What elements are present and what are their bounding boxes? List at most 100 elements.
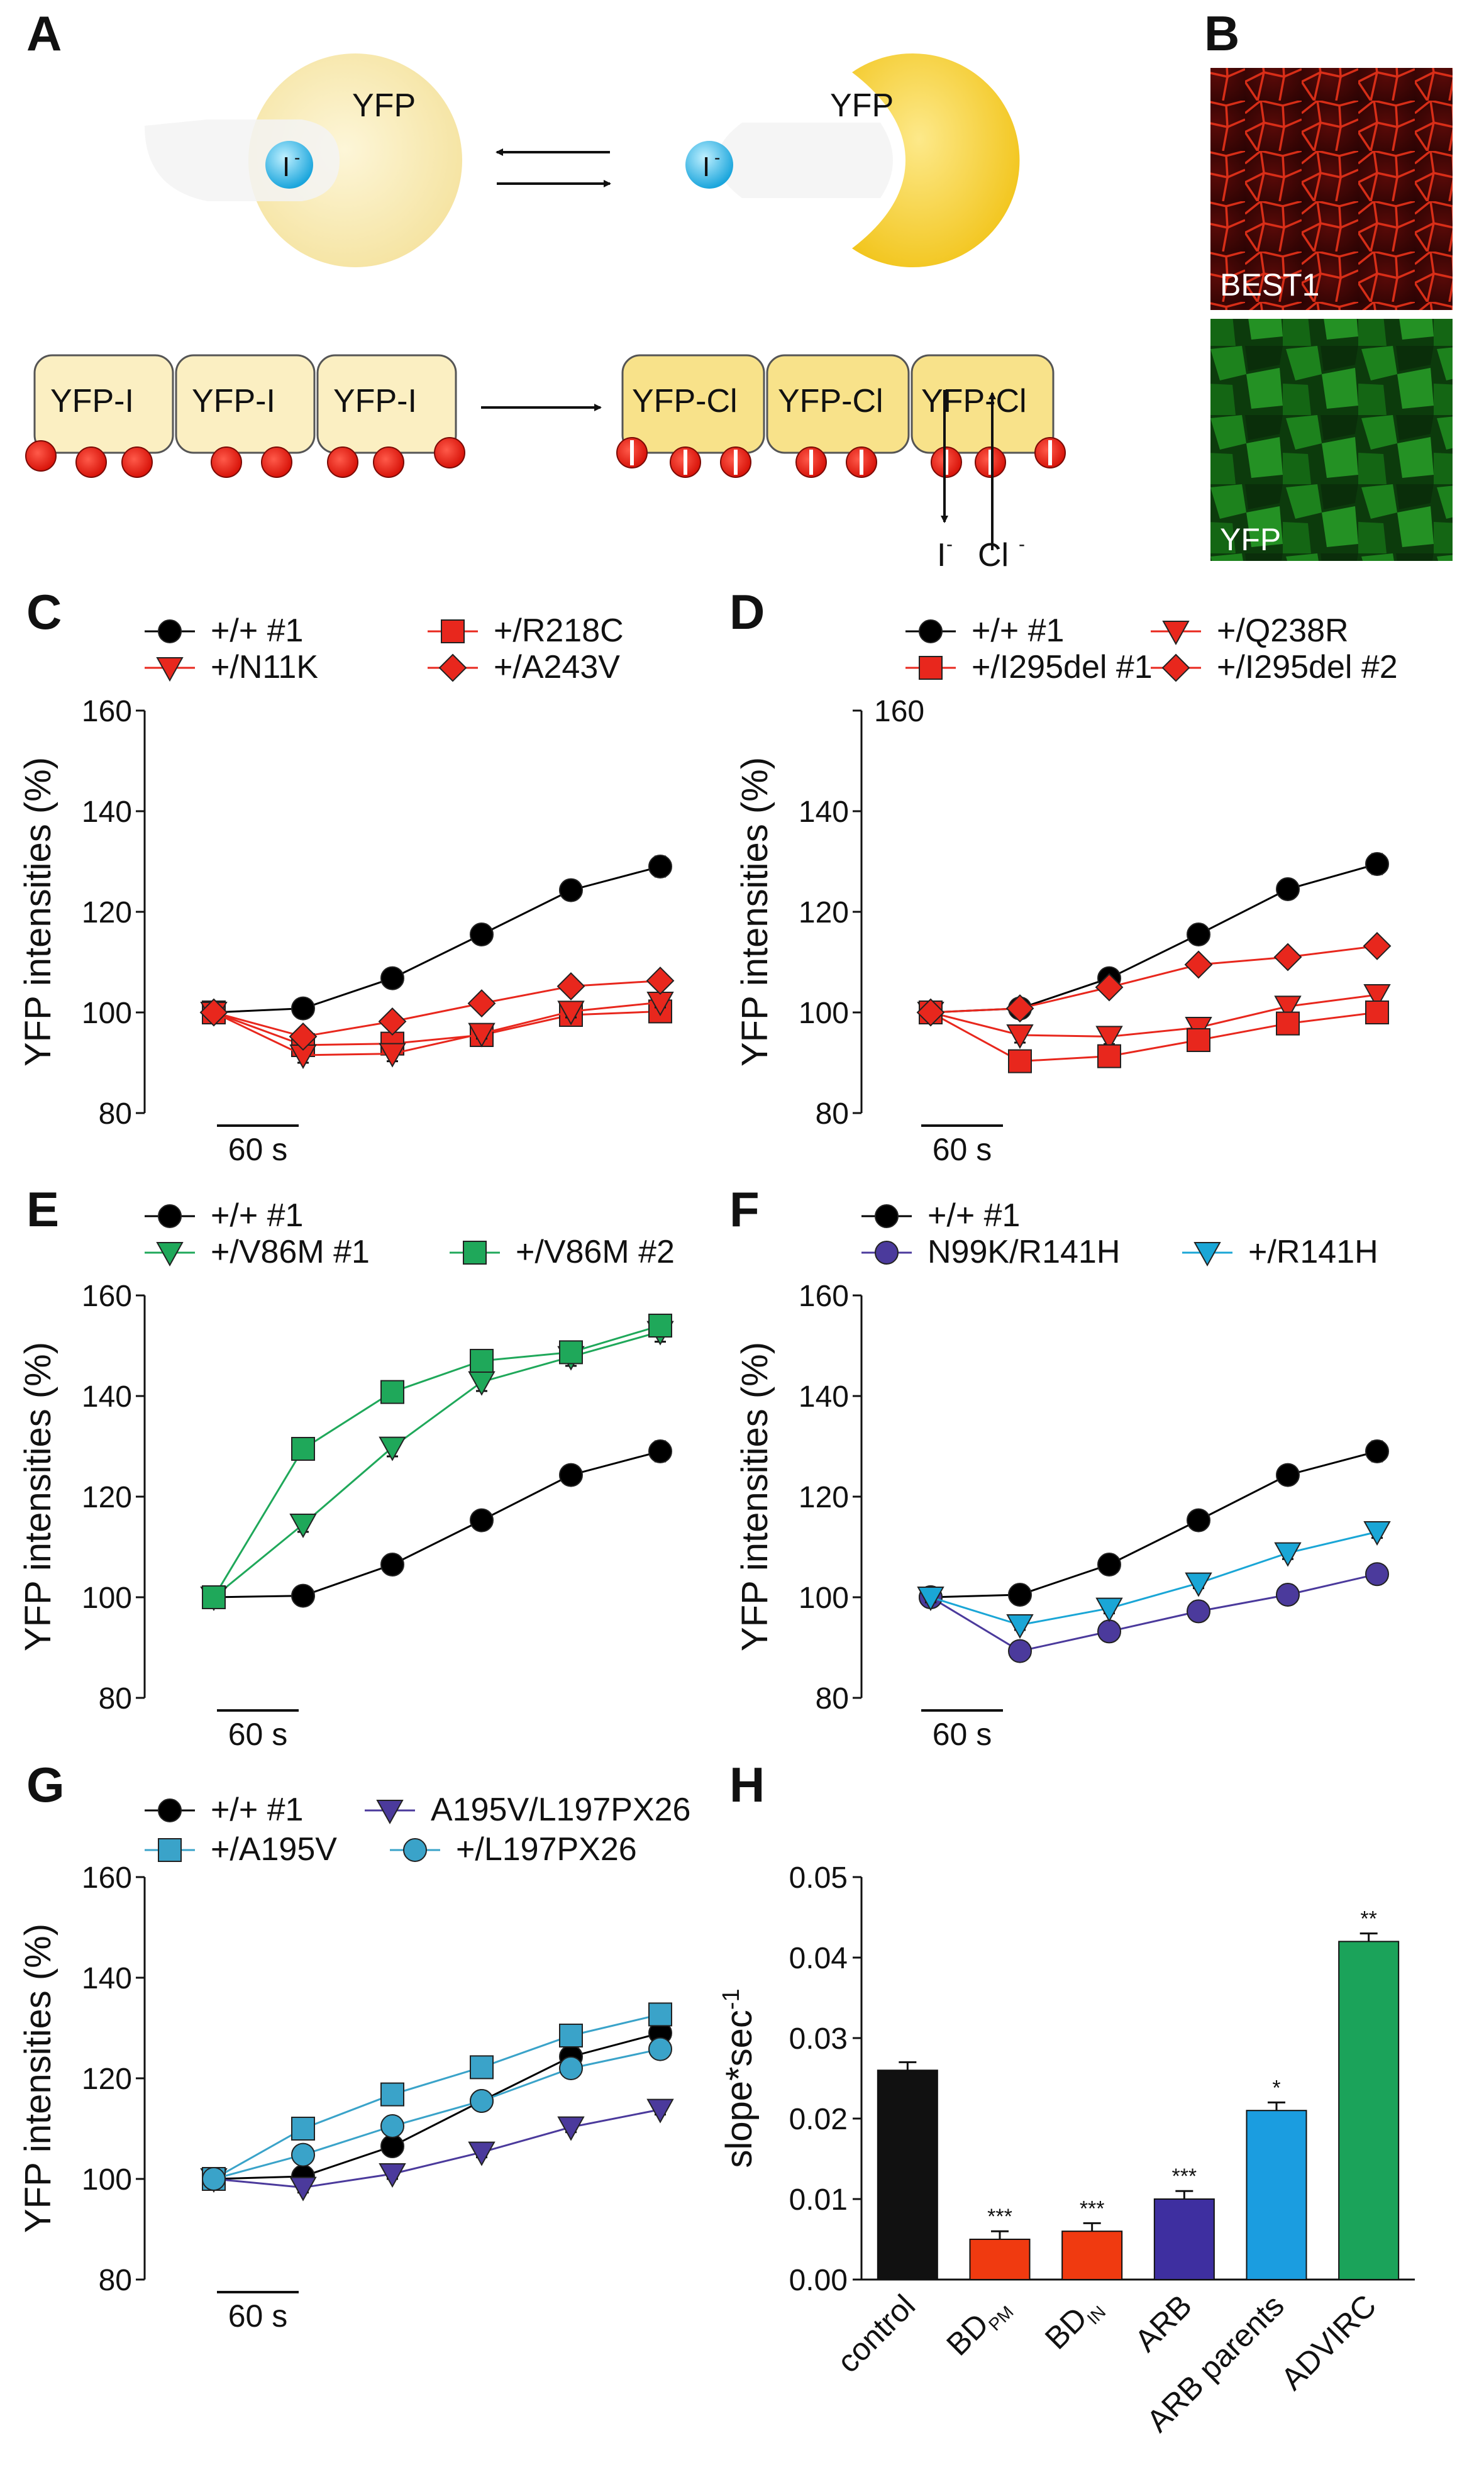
- cell-label-yfp-cl-1: YFP-Cl: [632, 383, 738, 419]
- data-point: [1363, 984, 1391, 1009]
- series-1-c: [202, 855, 672, 1024]
- chloride-in-label: Cl: [978, 537, 1009, 574]
- series-i295del-2-d: [916, 931, 1392, 1027]
- data-point: [470, 1508, 494, 1532]
- panel-label-e: E: [26, 1182, 59, 1237]
- data-point: [1185, 1572, 1212, 1597]
- data-point: [1008, 1049, 1032, 1073]
- legend-label-l197px26: +/L197PX26: [456, 1831, 637, 1868]
- chart-panel-h: 0.00 0.01 0.02 0.03 0.04 0.05 slope*sec-1 contr…: [718, 1861, 1415, 2439]
- series-1-d: [919, 852, 1389, 1024]
- legend-marker-1: [919, 619, 943, 643]
- series-i295del-1-d: [919, 1000, 1389, 1073]
- yfp-label-right: YFP: [830, 87, 894, 124]
- series-line-n11k: [213, 1001, 661, 1056]
- series-a195v-l197px26-g: [200, 2098, 674, 2202]
- data-point: [1097, 1044, 1121, 1068]
- data-point: [648, 1314, 672, 1338]
- y-tick-label-80: 80: [99, 1682, 132, 1715]
- series-v86m-2-e: [202, 1314, 672, 1609]
- legend-marker-1: [158, 1798, 182, 1822]
- data-point: [291, 1437, 315, 1461]
- data-point: [1276, 1011, 1300, 1036]
- data-point: [1008, 1583, 1032, 1607]
- data-point: [202, 1585, 226, 1609]
- y-tick-label-0.01: 0.01: [789, 2183, 848, 2217]
- data-point: [380, 966, 404, 990]
- data-point: [557, 2116, 585, 2141]
- legend-marker-l197px26: [403, 1838, 427, 1862]
- legend-label-r141h: +/R141H: [1248, 1234, 1378, 1270]
- legend-label-n11k: +/N11K: [211, 649, 318, 685]
- data-point: [648, 1439, 672, 1463]
- data-point: [202, 2167, 226, 2191]
- panel-label-h: H: [729, 1757, 765, 1812]
- data-point: [1276, 1583, 1300, 1607]
- cell-label-yfp-cl-2: YFP-Cl: [778, 383, 883, 419]
- y-tick-label-160: 160: [799, 1280, 849, 1313]
- chart-panel-c: 80 100 120 140 160 YFP intensities (%) 60 s +/+…: [18, 612, 675, 1167]
- bar-bd-in: [1061, 2230, 1123, 2280]
- legend-marker-r141h: [1193, 1242, 1221, 1267]
- best1-image-label: BEST1: [1220, 267, 1319, 302]
- scale-bar-label-d: 60 s: [933, 1132, 992, 1167]
- category-label-bd-in: BDIN: [1038, 2288, 1109, 2359]
- y-tick-label-160: 160: [82, 1280, 132, 1313]
- category-label-bd-pm: BDPM: [939, 2288, 1017, 2365]
- best1-micrograph: [1210, 68, 1453, 310]
- series-line-r218c: [213, 1010, 661, 1046]
- series-line-i295del-1: [930, 1011, 1378, 1063]
- y-axis-label-sup: -1: [718, 1988, 745, 2010]
- data-point: [648, 855, 672, 878]
- legend-marker-q238r: [1162, 621, 1190, 646]
- bar-arb-parents: [1246, 2110, 1307, 2280]
- data-point: [1005, 994, 1034, 1023]
- y-axis-label-e: YFP intensities (%): [18, 1342, 58, 1651]
- data-point: [646, 2098, 674, 2124]
- iodide-ion-left-label: I: [282, 152, 290, 182]
- y-tick-label-120: 120: [82, 896, 132, 929]
- y-tick-label-0.00: 0.00: [789, 2264, 848, 2297]
- data-point: [1363, 1521, 1391, 1546]
- y-tick-label-140: 140: [799, 795, 849, 829]
- y-tick-label-100: 100: [799, 1582, 849, 1615]
- legend-label-1: +/+ #1: [211, 1792, 303, 1828]
- y-tick-label-80: 80: [99, 1097, 132, 1131]
- y-tick-label-120: 120: [82, 2063, 132, 2096]
- scale-bar-label-f: 60 s: [933, 1717, 992, 1752]
- legend-label-a195v: +/A195V: [211, 1831, 337, 1868]
- data-point: [559, 2056, 583, 2080]
- y-axis-label-d: YFP intensities (%): [734, 757, 775, 1067]
- data-point: [1006, 1614, 1034, 1639]
- panel-a-diagram: I - YFP I - YFP YFP-I YFP-I YFP-I: [25, 53, 1066, 574]
- data-point: [468, 1371, 496, 1396]
- panel-label-a: A: [26, 6, 62, 61]
- scale-bar-label-e: 60 s: [228, 1717, 288, 1752]
- cell-row-left: YFP-I YFP-I YFP-I: [25, 354, 465, 478]
- data-point: [289, 2176, 317, 2202]
- data-point: [379, 1043, 406, 1068]
- data-point: [1095, 1026, 1123, 1051]
- category-label-advirc: ADVIRC: [1274, 2288, 1383, 2397]
- cell-row-right: YFP-Cl YFP-Cl YFP-Cl I - Cl -: [616, 354, 1066, 574]
- significance-arb: ***: [1171, 2164, 1197, 2188]
- legend-marker-i295del-1: [919, 656, 943, 680]
- data-point: [378, 1007, 407, 1036]
- dock-right-shape: [717, 123, 893, 198]
- y-tick-label-80: 80: [816, 1097, 849, 1131]
- chart-panel-e: 80 100 120 140 160 YFP intensities (%) 60 s +/+…: [18, 1197, 675, 1752]
- data-point: [648, 2002, 672, 2027]
- y-tick-label-0.03: 0.03: [789, 2022, 848, 2056]
- data-point: [289, 1022, 318, 1051]
- data-point: [470, 1349, 494, 1373]
- bar-arb: [1153, 2198, 1215, 2280]
- legend-marker-1: [158, 1204, 182, 1228]
- data-point: [1187, 1028, 1210, 1052]
- cell-label-yfp-i-1: YFP-I: [50, 383, 134, 419]
- significance-bd-in: ***: [1080, 2197, 1105, 2220]
- series-line-a243v: [213, 980, 661, 1038]
- legend-marker-i295del-2: [1161, 653, 1190, 682]
- data-point: [470, 2055, 494, 2080]
- data-point: [1095, 1597, 1123, 1622]
- data-point: [380, 2134, 404, 2158]
